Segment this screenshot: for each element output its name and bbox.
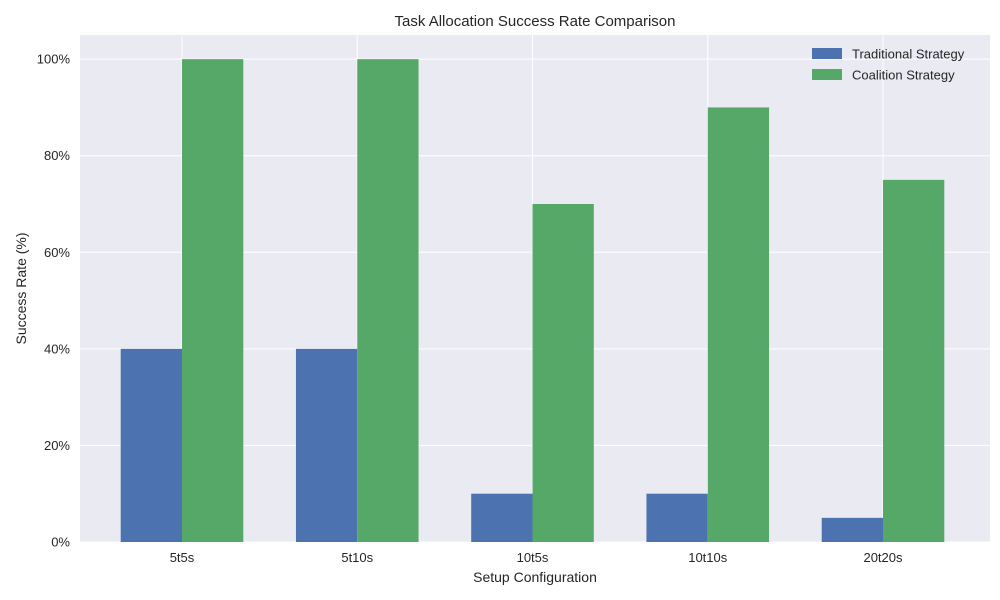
bar-traditional-10t10s xyxy=(646,493,708,542)
x-tick-label: 10t10s xyxy=(688,550,728,565)
bar-traditional-5t10s xyxy=(295,348,358,542)
bar-coalition-5t10s xyxy=(357,59,419,543)
y-tick-label: 100% xyxy=(37,52,71,67)
axis-ticks: 0% 20% 40% 60% 80% 100% 5t5s 5t10s 10t5s 10t10s 20… xyxy=(37,52,903,565)
y-tick-label: 20% xyxy=(44,438,70,453)
bar-traditional-5t5s xyxy=(120,348,182,542)
bar-coalition-10t10s xyxy=(707,107,770,542)
legend-swatch-coalition xyxy=(812,69,842,80)
bar-coalition-5t5s xyxy=(182,59,244,543)
y-axis-title: Success Rate (%) xyxy=(13,232,29,344)
bar-traditional-10t5s xyxy=(471,493,533,542)
bars xyxy=(120,59,945,543)
y-tick-label: 60% xyxy=(44,245,70,260)
x-tick-label: 5t5s xyxy=(170,550,195,565)
bar-coalition-20t20s xyxy=(883,179,945,542)
y-tick-label: 80% xyxy=(44,148,70,163)
x-tick-label: 5t10s xyxy=(341,550,373,565)
chart-title: Task Allocation Success Rate Comparison xyxy=(395,13,676,30)
x-tick-label: 20t20s xyxy=(863,550,903,565)
legend-swatch-traditional xyxy=(812,48,842,59)
y-tick-label: 0% xyxy=(51,535,70,550)
y-tick-label: 40% xyxy=(44,341,70,356)
x-axis-title: Setup Configuration xyxy=(473,569,597,585)
legend-label-traditional: Traditional Strategy xyxy=(852,47,965,62)
bar-coalition-10t5s xyxy=(532,204,594,542)
legend: Traditional Strategy Coalition Strategy xyxy=(812,47,965,83)
x-tick-label: 10t5s xyxy=(517,550,549,565)
bar-traditional-20t20s xyxy=(821,517,883,542)
legend-label-coalition: Coalition Strategy xyxy=(852,68,955,83)
